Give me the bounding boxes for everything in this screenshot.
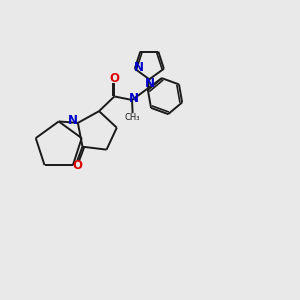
Text: N: N	[129, 92, 139, 105]
Text: O: O	[72, 159, 82, 172]
Text: N: N	[134, 61, 144, 74]
Text: CH₃: CH₃	[125, 112, 140, 122]
Text: O: O	[110, 72, 119, 85]
Text: N: N	[145, 77, 154, 90]
Text: N: N	[68, 114, 78, 127]
